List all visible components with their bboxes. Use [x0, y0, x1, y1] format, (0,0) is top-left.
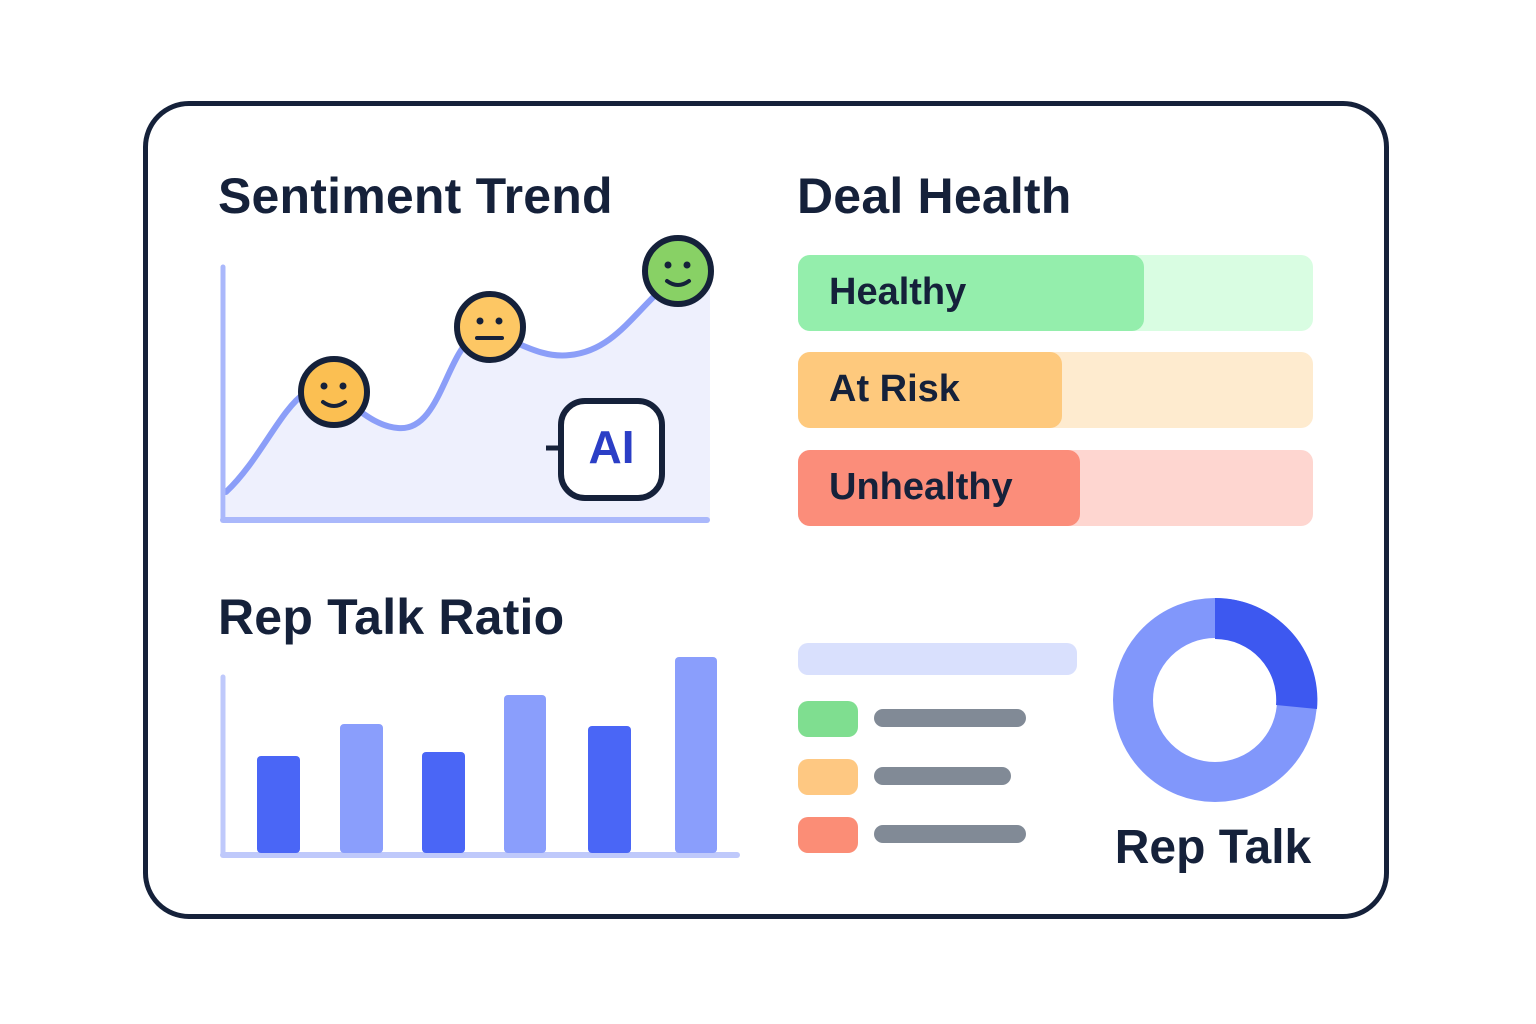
legend-line-2 [874, 767, 1011, 785]
legend-line-1 [874, 709, 1026, 727]
at-risk-label: At Risk [829, 368, 960, 410]
ai-badge-label: AI [588, 421, 635, 473]
deal-health-title: Deal Health [797, 168, 1072, 224]
deal-health-row-healthy: Healthy [798, 255, 1313, 331]
unhealthy-bar-fill [798, 450, 1080, 526]
rep-talk-label: Rep Talk [1114, 821, 1312, 874]
at-risk-bar-fill [798, 352, 1062, 428]
unhealthy-label: Unhealthy [829, 466, 1013, 508]
legend-swatch-red [798, 817, 858, 853]
healthy-bar-fill [798, 255, 1144, 331]
legend-swatch-orange [798, 759, 858, 795]
healthy-label: Healthy [829, 271, 967, 313]
sentiment-trend-title: Sentiment Trend [218, 168, 613, 224]
legend-header-bar [798, 643, 1077, 675]
legend-swatch-green [798, 701, 858, 737]
rep-talk-ratio-title: Rep Talk Ratio [218, 589, 565, 645]
legend-line-3 [874, 825, 1026, 843]
deal-health-row-unhealthy: Unhealthy [798, 450, 1313, 526]
deal-health-row-at-risk: At Risk [798, 352, 1313, 428]
